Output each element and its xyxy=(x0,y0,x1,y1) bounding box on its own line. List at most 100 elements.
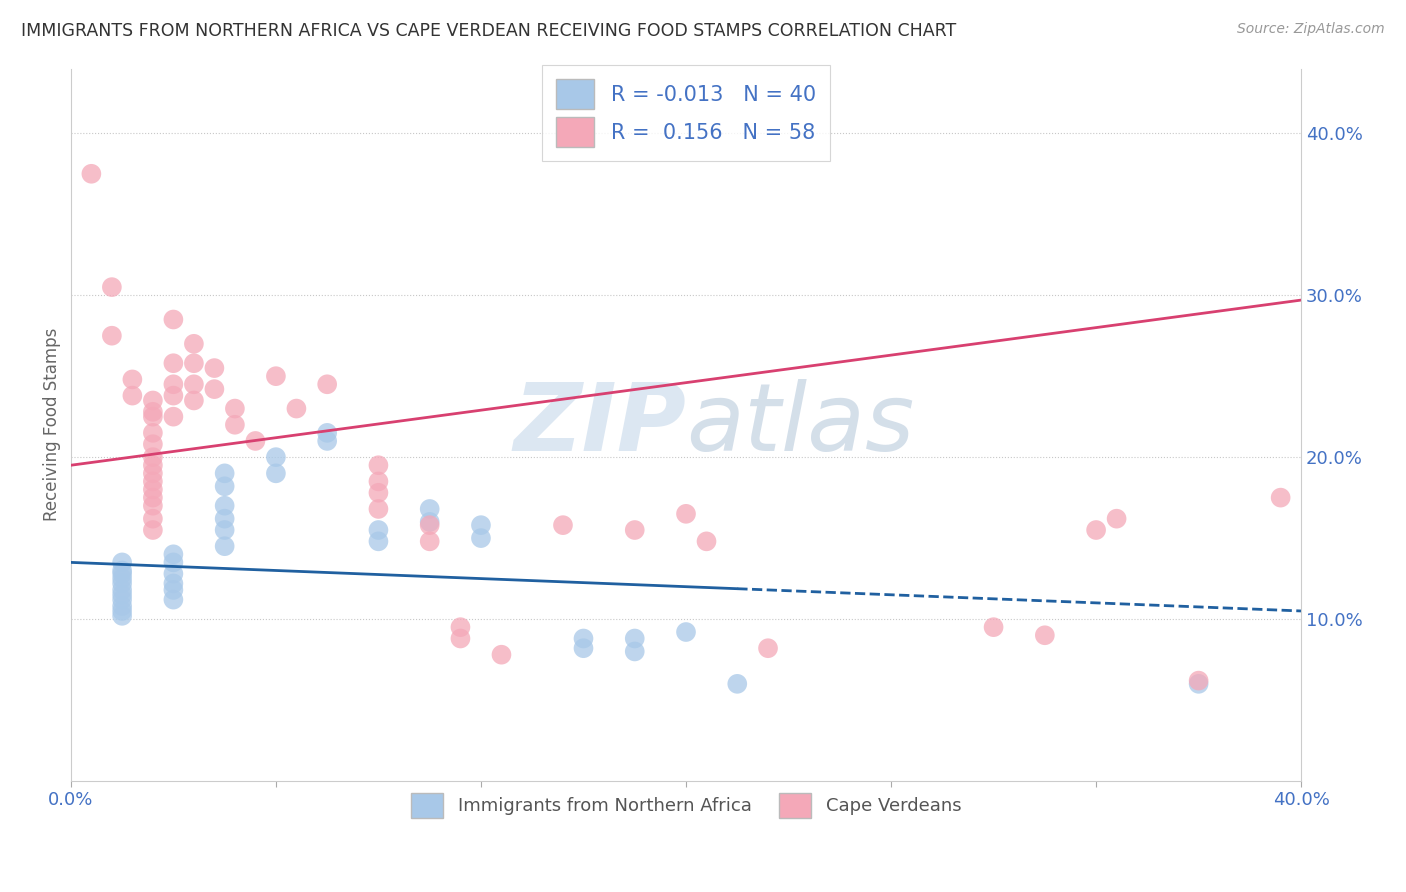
Point xyxy=(142,491,165,505)
Point xyxy=(142,437,165,451)
Point xyxy=(214,523,236,537)
Point xyxy=(142,467,165,481)
Point xyxy=(285,401,308,416)
Point xyxy=(111,582,134,597)
Point xyxy=(316,434,339,448)
Point xyxy=(162,582,184,597)
Text: Source: ZipAtlas.com: Source: ZipAtlas.com xyxy=(1237,22,1385,37)
Point xyxy=(572,632,595,646)
Point xyxy=(202,382,225,396)
Point xyxy=(419,502,441,516)
Point xyxy=(1270,491,1292,505)
Point xyxy=(111,604,134,618)
Point xyxy=(725,677,748,691)
Point xyxy=(162,566,184,581)
Point xyxy=(367,458,389,473)
Text: IMMIGRANTS FROM NORTHERN AFRICA VS CAPE VERDEAN RECEIVING FOOD STAMPS CORRELATIO: IMMIGRANTS FROM NORTHERN AFRICA VS CAPE … xyxy=(21,22,956,40)
Point xyxy=(367,475,389,489)
Point xyxy=(111,555,134,569)
Point xyxy=(111,576,134,591)
Point xyxy=(183,356,205,370)
Point xyxy=(214,499,236,513)
Point xyxy=(470,531,492,545)
Point xyxy=(264,369,287,384)
Point xyxy=(491,648,513,662)
Point xyxy=(1033,628,1056,642)
Point xyxy=(470,518,492,533)
Point xyxy=(183,336,205,351)
Point xyxy=(264,467,287,481)
Point xyxy=(111,566,134,581)
Point xyxy=(121,389,143,403)
Point xyxy=(675,625,697,640)
Point xyxy=(142,511,165,525)
Point xyxy=(419,534,441,549)
Point xyxy=(316,377,339,392)
Point xyxy=(142,499,165,513)
Point xyxy=(551,518,574,533)
Point xyxy=(214,479,236,493)
Point xyxy=(367,534,389,549)
Point xyxy=(101,280,124,294)
Point xyxy=(162,389,184,403)
Point xyxy=(162,555,184,569)
Point xyxy=(162,547,184,561)
Point xyxy=(162,312,184,326)
Point xyxy=(101,328,124,343)
Text: ZIP: ZIP xyxy=(513,379,686,471)
Point xyxy=(162,592,184,607)
Point xyxy=(1105,511,1128,525)
Point xyxy=(675,507,697,521)
Point xyxy=(449,620,471,634)
Point xyxy=(111,592,134,607)
Point xyxy=(623,632,645,646)
Point xyxy=(224,401,246,416)
Point xyxy=(983,620,1005,634)
Point xyxy=(111,599,134,614)
Point xyxy=(224,417,246,432)
Point xyxy=(245,434,267,448)
Point xyxy=(367,523,389,537)
Point xyxy=(623,644,645,658)
Point xyxy=(214,539,236,553)
Point xyxy=(214,511,236,525)
Point xyxy=(419,518,441,533)
Point xyxy=(183,377,205,392)
Point xyxy=(111,608,134,623)
Point xyxy=(162,576,184,591)
Point xyxy=(449,632,471,646)
Point xyxy=(419,515,441,529)
Point xyxy=(214,467,236,481)
Point xyxy=(142,475,165,489)
Point xyxy=(142,458,165,473)
Point xyxy=(316,425,339,440)
Point xyxy=(121,372,143,386)
Point xyxy=(183,393,205,408)
Point xyxy=(111,572,134,586)
Point xyxy=(695,534,717,549)
Point xyxy=(142,409,165,424)
Point xyxy=(111,564,134,578)
Legend: Immigrants from Northern Africa, Cape Verdeans: Immigrants from Northern Africa, Cape Ve… xyxy=(404,786,969,825)
Point xyxy=(162,409,184,424)
Point xyxy=(142,405,165,419)
Point xyxy=(162,356,184,370)
Text: atlas: atlas xyxy=(686,379,914,470)
Point xyxy=(1085,523,1108,537)
Y-axis label: Receiving Food Stamps: Receiving Food Stamps xyxy=(44,328,60,522)
Point xyxy=(1341,680,1364,694)
Point xyxy=(142,483,165,497)
Point xyxy=(111,588,134,602)
Point xyxy=(80,167,103,181)
Point xyxy=(367,502,389,516)
Point xyxy=(142,393,165,408)
Point xyxy=(264,450,287,464)
Point xyxy=(142,425,165,440)
Point xyxy=(142,450,165,464)
Point xyxy=(142,523,165,537)
Point xyxy=(756,641,779,656)
Point xyxy=(623,523,645,537)
Point xyxy=(202,361,225,376)
Point xyxy=(367,485,389,500)
Point xyxy=(162,377,184,392)
